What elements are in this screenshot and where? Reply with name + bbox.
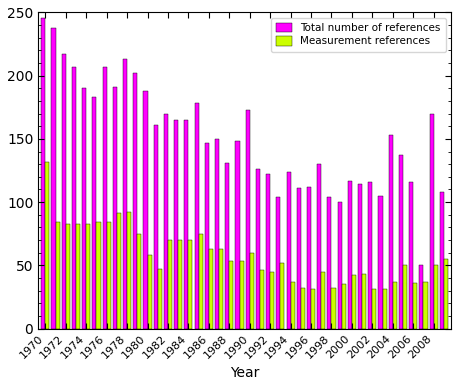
Bar <box>117 214 121 329</box>
Bar <box>72 67 76 329</box>
Bar <box>199 234 203 329</box>
Bar <box>403 265 407 329</box>
Bar <box>342 284 346 329</box>
Bar <box>409 182 413 329</box>
Bar <box>143 91 147 329</box>
Bar <box>174 120 178 329</box>
Bar <box>235 141 240 329</box>
Bar <box>154 125 158 329</box>
Bar <box>321 272 325 329</box>
Bar <box>147 255 152 329</box>
Bar <box>440 192 444 329</box>
Bar <box>276 197 280 329</box>
Bar <box>424 282 428 329</box>
Bar <box>164 113 168 329</box>
Bar <box>158 269 162 329</box>
Bar <box>358 184 362 329</box>
Bar <box>195 103 199 329</box>
Bar <box>133 73 137 329</box>
Bar <box>97 222 100 329</box>
Bar <box>389 135 393 329</box>
Bar <box>327 197 332 329</box>
Bar <box>311 289 315 329</box>
Bar <box>280 263 284 329</box>
Bar <box>362 274 366 329</box>
Bar <box>250 253 254 329</box>
Bar <box>178 240 182 329</box>
Bar <box>184 120 188 329</box>
Bar <box>338 202 342 329</box>
Bar <box>348 181 352 329</box>
Bar <box>215 139 219 329</box>
Bar <box>188 240 192 329</box>
Bar <box>123 59 127 329</box>
Bar <box>113 87 117 329</box>
Legend: Total number of references, Measurement references: Total number of references, Measurement … <box>271 18 446 51</box>
Bar <box>287 172 291 329</box>
Bar <box>413 283 417 329</box>
X-axis label: Year: Year <box>230 366 259 380</box>
Bar <box>209 249 213 329</box>
Bar <box>393 282 397 329</box>
Bar <box>434 265 438 329</box>
Bar <box>225 163 229 329</box>
Bar <box>51 27 55 329</box>
Bar <box>420 265 424 329</box>
Bar <box>82 88 86 329</box>
Bar <box>270 272 274 329</box>
Bar <box>41 17 45 329</box>
Bar <box>372 289 376 329</box>
Bar <box>378 196 382 329</box>
Bar <box>62 54 66 329</box>
Bar <box>301 288 305 329</box>
Bar <box>266 174 270 329</box>
Bar <box>352 276 356 329</box>
Bar <box>332 288 336 329</box>
Bar <box>291 282 294 329</box>
Bar <box>168 240 172 329</box>
Bar <box>317 164 321 329</box>
Bar <box>205 143 209 329</box>
Bar <box>93 97 97 329</box>
Bar <box>240 262 244 329</box>
Bar <box>76 224 80 329</box>
Bar <box>219 249 223 329</box>
Bar <box>66 224 70 329</box>
Bar <box>86 224 90 329</box>
Bar <box>444 259 448 329</box>
Bar <box>307 187 311 329</box>
Bar <box>107 222 111 329</box>
Bar <box>297 188 301 329</box>
Bar <box>256 169 260 329</box>
Bar <box>229 262 234 329</box>
Bar <box>137 234 142 329</box>
Bar <box>45 162 49 329</box>
Bar <box>399 155 403 329</box>
Bar <box>260 271 264 329</box>
Bar <box>368 182 372 329</box>
Bar <box>245 110 250 329</box>
Bar <box>382 289 387 329</box>
Bar <box>55 222 60 329</box>
Bar <box>430 113 434 329</box>
Bar <box>127 212 131 329</box>
Bar <box>103 67 107 329</box>
